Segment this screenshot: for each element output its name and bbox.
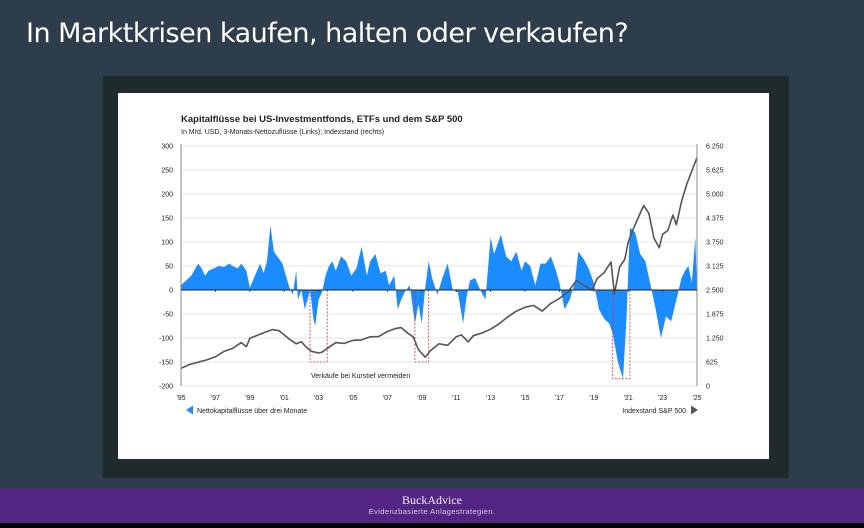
y-left-tick-label: -150 — [159, 360, 173, 367]
y-left-tick-label: 50 — [165, 264, 173, 271]
y-right-tick-label: 6.250 — [706, 144, 724, 151]
x-tick-label: '01 — [280, 395, 289, 402]
x-tick-label: '09 — [417, 395, 426, 402]
y-left-tick-label: -50 — [163, 312, 173, 319]
gridlines — [181, 145, 697, 387]
spx-series — [180, 157, 698, 370]
chart-title: Kapitalflüsse bei US-Investmentfonds, ET… — [181, 114, 463, 125]
y-right-tick-label: 1.250 — [706, 336, 724, 343]
legend-right: Indexstand S&P 500 — [622, 405, 698, 415]
legend-right-arrow-icon — [691, 405, 698, 415]
y-left-tick-label: 200 — [161, 192, 173, 199]
y-right-tick-label: 3.125 — [706, 264, 724, 271]
x-tick-label: '11 — [452, 395, 461, 402]
brand-tagline: Evidenzbasierte Anlagestrategien. — [368, 507, 496, 516]
y-right-tick-label: 4.375 — [706, 216, 724, 223]
x-tick-label: '23 — [658, 395, 667, 402]
y-left-tick-label: 100 — [161, 240, 173, 247]
x-tick-label: '07 — [383, 395, 392, 402]
annotation: Verkäufe bei Kurstief vermeiden — [311, 373, 410, 380]
y-right-tick-label: 625 — [706, 360, 718, 367]
y-right-tick-label: 5.625 — [706, 168, 724, 175]
x-tick-label: '19 — [589, 395, 598, 402]
spx-line — [180, 157, 698, 370]
x-tick-label: '05 — [348, 395, 357, 402]
axes: 300 250 200 150 100 50 0 -50 -100 -150 -200 6.250 5.… — [159, 144, 724, 403]
x-tick-label: '25 — [692, 395, 701, 402]
legend-right-label: Indexstand S&P 500 — [622, 408, 686, 415]
y-right-tick-label: 1.875 — [706, 312, 724, 319]
x-tick-label: '13 — [486, 395, 495, 402]
footer: BuckAdvice Evidenzbasierte Anlagestrateg… — [0, 488, 864, 523]
x-tick-label: '99 — [245, 395, 254, 402]
flows-series — [181, 225, 697, 379]
flows-area — [181, 225, 697, 379]
legend-left-label: Nettokapitalflüsse über drei Monate — [197, 408, 307, 415]
brand-logo: BuckAdvice — [402, 493, 462, 507]
x-tick-label: '21 — [624, 395, 633, 402]
y-right-tick-label: 3.750 — [706, 240, 724, 247]
y-left-tick-label: -100 — [159, 336, 173, 343]
x-tick-label: '17 — [555, 395, 564, 402]
y-right-tick-label: 2.500 — [706, 288, 724, 295]
chart-subtitle: In Mrd. USD, 3-Monats-Nettozuflüsse (Lin… — [181, 129, 384, 136]
y-right-tick-label: 0 — [706, 384, 710, 391]
footer-bar — [0, 523, 864, 528]
y-left-tick-label: 300 — [161, 144, 173, 151]
x-tick-label: '95 — [176, 395, 185, 402]
legend-left-arrow-icon — [186, 405, 193, 415]
highlight-box — [414, 289, 430, 363]
x-tick-label: '97 — [211, 395, 220, 402]
y-right-tick-label: 5.000 — [706, 192, 724, 199]
slide-title: In Marktkrisen kaufen, halten oder verka… — [26, 18, 629, 49]
legend-left: Nettokapitalflüsse über drei Monate — [186, 405, 307, 415]
x-tick-label: '03 — [314, 395, 323, 402]
y-left-tick-label: -200 — [159, 384, 173, 391]
y-left-tick-label: 0 — [169, 288, 173, 295]
highlight-boxes — [309, 289, 631, 380]
y-left-tick-label: 250 — [161, 168, 173, 175]
x-tick-label: '15 — [520, 395, 529, 402]
y-left-tick-label: 150 — [161, 216, 173, 223]
